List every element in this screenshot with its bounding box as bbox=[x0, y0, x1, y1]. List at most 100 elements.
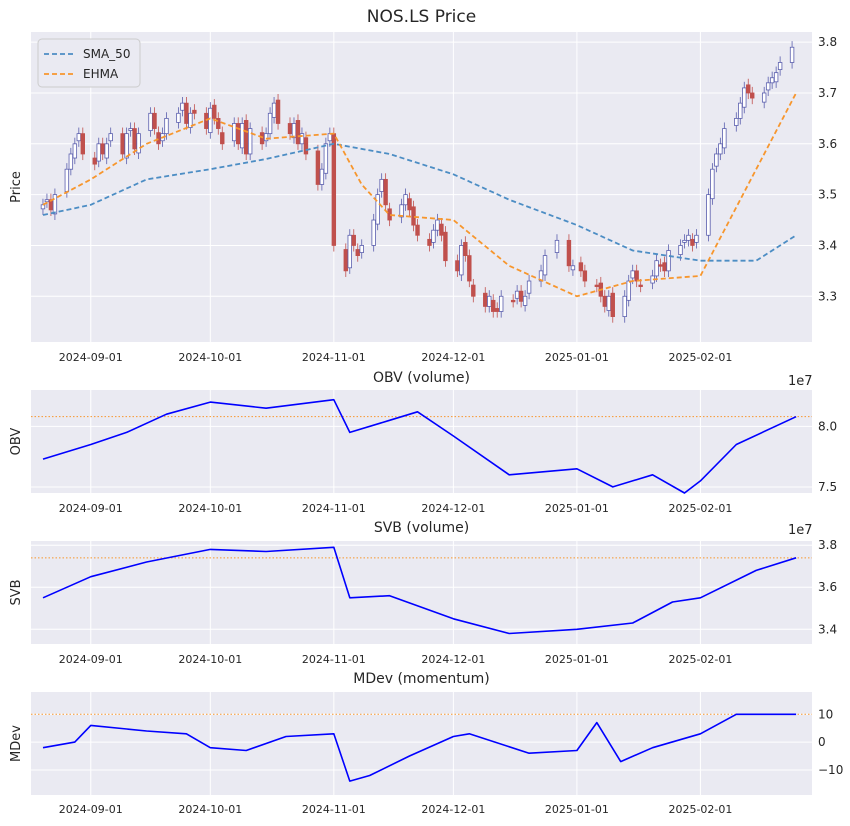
candle-body bbox=[271, 102, 277, 118]
candle-body bbox=[570, 265, 576, 271]
candle-body bbox=[518, 290, 524, 302]
candle-body bbox=[128, 128, 133, 131]
candle-body bbox=[104, 143, 109, 159]
candle-body bbox=[136, 133, 141, 154]
x-tick-label: 2024-11-01 bbox=[302, 502, 366, 515]
candle-body bbox=[399, 204, 404, 218]
candle-body bbox=[403, 194, 408, 206]
candle-body bbox=[626, 280, 631, 301]
candle-body bbox=[467, 255, 472, 282]
candle-body bbox=[108, 133, 113, 142]
candle-body bbox=[491, 299, 496, 312]
candle-body bbox=[407, 198, 412, 211]
candle-body bbox=[44, 199, 50, 203]
candle-body bbox=[439, 223, 444, 236]
candle-body bbox=[638, 284, 643, 287]
candle-body bbox=[498, 295, 504, 312]
candle-body bbox=[415, 224, 420, 236]
candle-body bbox=[734, 117, 739, 126]
candle-body bbox=[610, 292, 615, 317]
candle-body bbox=[594, 284, 600, 287]
x-tick-label: 2025-01-01 bbox=[545, 502, 609, 515]
y-tick-label: 3.8 bbox=[818, 538, 837, 552]
y-tick-label: 10 bbox=[818, 707, 833, 721]
x-tick-label: 2024-09-01 bbox=[59, 502, 123, 515]
y-tick-label: 7.5 bbox=[818, 480, 837, 494]
x-tick-label: 2025-02-01 bbox=[668, 803, 732, 816]
candle-body bbox=[582, 270, 588, 282]
data-line bbox=[42, 546, 797, 635]
candle-body bbox=[682, 239, 687, 243]
candle-body bbox=[383, 178, 388, 206]
candle-body bbox=[220, 132, 225, 145]
candle-body bbox=[184, 102, 189, 124]
plot-area bbox=[31, 541, 812, 644]
candle-body bbox=[773, 72, 779, 83]
candle-body bbox=[68, 153, 74, 170]
x-tick-label: 2024-11-01 bbox=[302, 653, 366, 666]
panel-title: OBV (volume) bbox=[373, 370, 470, 386]
candle-body bbox=[578, 262, 584, 272]
candle-body bbox=[303, 137, 309, 155]
candle-body bbox=[319, 168, 325, 185]
x-tick-label: 2025-02-01 bbox=[668, 502, 732, 515]
candle-body bbox=[164, 117, 169, 135]
candle-body bbox=[176, 112, 181, 123]
candle-body bbox=[722, 128, 727, 149]
candle-body bbox=[777, 62, 783, 71]
x-tick-label: 2024-10-01 bbox=[178, 653, 242, 666]
y-axis-label: SVB bbox=[9, 579, 24, 605]
candle-body bbox=[435, 219, 440, 231]
candle-body bbox=[359, 245, 364, 253]
candle-body bbox=[148, 112, 153, 131]
candle-body bbox=[602, 295, 607, 307]
candle-body bbox=[52, 194, 58, 215]
sma-50-line bbox=[42, 142, 797, 262]
candle-body bbox=[542, 255, 548, 276]
candle-body bbox=[463, 241, 468, 257]
candle-body bbox=[622, 295, 627, 317]
candle-body bbox=[80, 133, 86, 155]
candle-body bbox=[662, 262, 667, 272]
data-line bbox=[42, 713, 797, 782]
y-tick-label: 3.5 bbox=[818, 188, 837, 202]
candle-body bbox=[212, 104, 217, 119]
candle-body bbox=[678, 245, 683, 255]
candle-body bbox=[431, 229, 436, 243]
x-tick-label: 2024-09-01 bbox=[59, 351, 123, 364]
candle-body bbox=[124, 133, 129, 159]
candle-body bbox=[658, 264, 663, 267]
legend-entry: SMA_50 bbox=[83, 47, 130, 61]
candle-body bbox=[710, 168, 715, 200]
candle-body bbox=[630, 270, 635, 279]
x-tick-label: 2024-12-01 bbox=[421, 351, 485, 364]
candle-body bbox=[471, 284, 476, 297]
candle-body bbox=[455, 260, 460, 272]
panel-title: MDev (momentum) bbox=[353, 671, 489, 687]
x-tick-label: 2025-02-01 bbox=[668, 653, 732, 666]
y-tick-label: 3.4 bbox=[818, 622, 837, 636]
legend-box bbox=[37, 38, 141, 88]
candle-body bbox=[192, 109, 197, 114]
candle-body bbox=[120, 133, 125, 155]
plot-area bbox=[31, 32, 812, 342]
candle-body bbox=[526, 280, 532, 294]
candle-body bbox=[259, 132, 265, 145]
candle-body bbox=[323, 143, 329, 174]
candle-body bbox=[654, 260, 659, 277]
x-tick-label: 2024-12-01 bbox=[421, 803, 485, 816]
candle-body bbox=[351, 234, 356, 246]
y-axis-label: Price bbox=[9, 171, 24, 203]
axis-offset-text: 1e7 bbox=[788, 523, 813, 538]
candle-body bbox=[761, 92, 767, 103]
candle-body bbox=[355, 249, 360, 257]
candle-body bbox=[686, 234, 691, 241]
y-tick-label: 3.6 bbox=[818, 580, 837, 594]
candle-body bbox=[96, 143, 101, 162]
candle-body bbox=[347, 234, 352, 269]
candle-body bbox=[291, 123, 297, 139]
candle-body bbox=[789, 46, 795, 63]
candle-body bbox=[247, 128, 253, 155]
candle-body bbox=[152, 112, 157, 129]
plot-area bbox=[31, 692, 812, 795]
